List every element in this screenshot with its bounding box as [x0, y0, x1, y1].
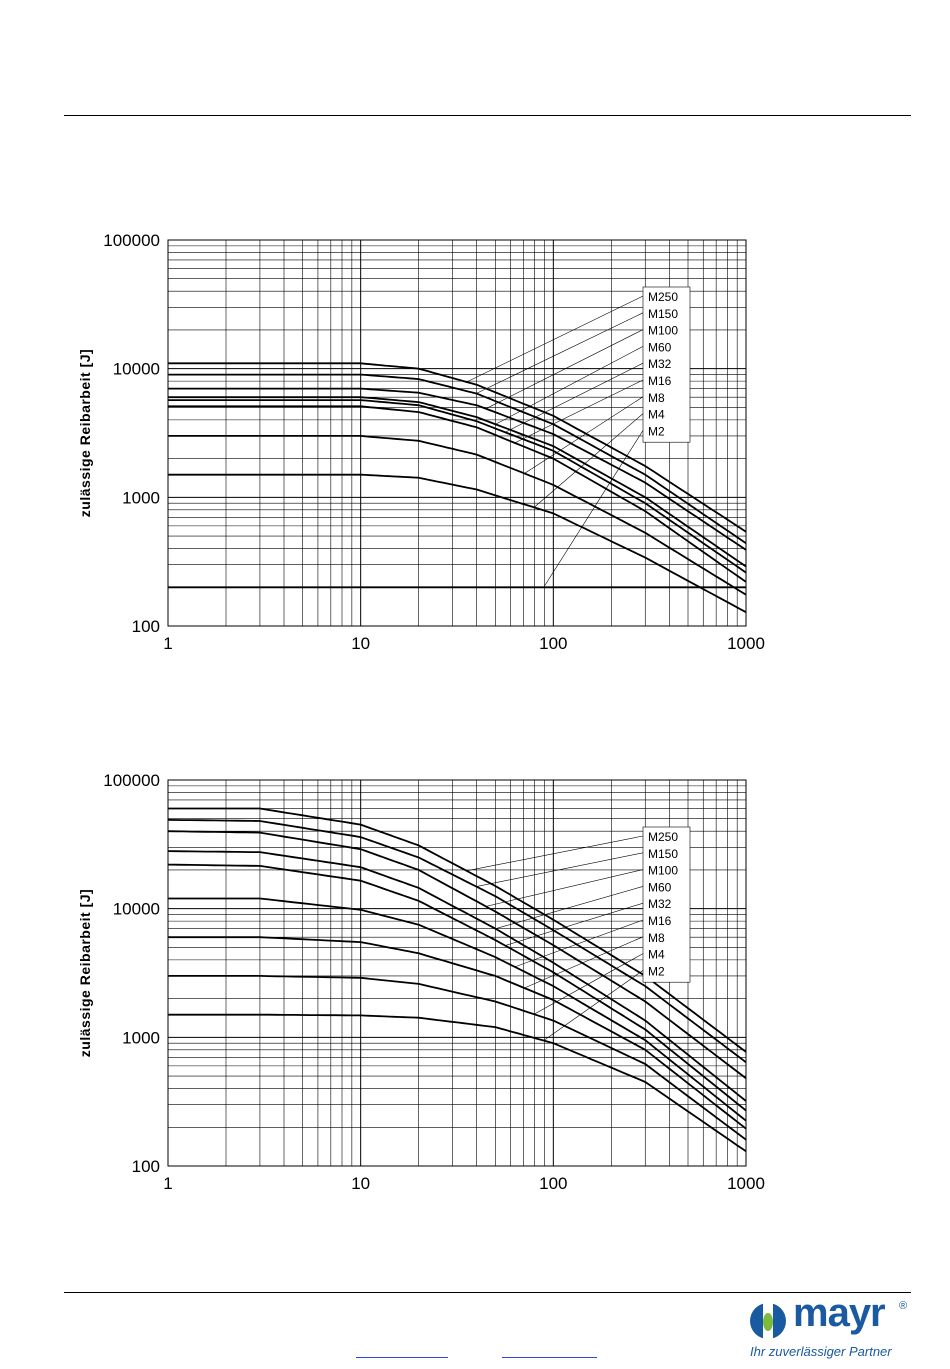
plot-frame [167, 779, 747, 1167]
series-line-m4 [168, 975, 747, 1141]
series-line-m32 [167, 863, 747, 1112]
legend-label-m16: M16 [648, 914, 672, 928]
legend-label-m32: M32 [648, 357, 672, 371]
x-tick-label: 10 [351, 1174, 370, 1193]
plot-frame [167, 239, 747, 627]
mayr-logo-icon [750, 1303, 786, 1339]
legend-leader [495, 886, 644, 930]
footer-link-1[interactable] [356, 1357, 448, 1358]
y-tick-label: 1000 [122, 488, 160, 507]
brand-name: mayr [793, 1291, 886, 1335]
legend-label-m250: M250 [648, 290, 678, 304]
y-tick-label: 100 [132, 1157, 160, 1176]
legend-label-m60: M60 [648, 880, 672, 894]
legend-label-m4: M4 [648, 948, 665, 962]
legend-label-m100: M100 [648, 324, 678, 338]
registered-mark: ® [899, 1300, 908, 1312]
legend-leader [505, 362, 644, 433]
series-line-m8 [168, 435, 747, 596]
chart-2: 1 10 100 1000 100 1000 10000 100000 zulässige Re… [0, 755, 950, 1225]
series-line-m16 [168, 405, 747, 583]
x-tick-label: 1000 [727, 1174, 765, 1193]
legend-label-m8: M8 [648, 391, 665, 405]
series-line-m2 [168, 1013, 747, 1153]
legend-box [642, 826, 691, 983]
x-tick-label: 1 [163, 634, 172, 653]
series-line-m250 [168, 362, 747, 533]
y-tick-label: 100000 [103, 231, 160, 250]
legend-label-m150: M150 [648, 307, 678, 321]
legend-leader [524, 396, 644, 474]
y-tick-label: 100000 [103, 771, 160, 790]
x-tick-label: 10 [351, 634, 370, 653]
legend-leader [543, 430, 644, 588]
legend-leader [466, 835, 644, 872]
legend-box [642, 286, 691, 443]
x-tick-label: 1 [163, 1174, 172, 1193]
legend-label-m16: M16 [648, 374, 672, 388]
series-line-m60 [167, 850, 747, 1102]
y-tick-label: 1000 [122, 1028, 160, 1047]
x-tick-label: 1000 [727, 634, 765, 653]
y-tick-label: 10000 [113, 360, 160, 379]
series-line-m32 [168, 399, 747, 574]
legend-leader [466, 295, 644, 383]
legend-label-m150: M150 [648, 847, 678, 861]
legend-label-m100: M100 [648, 864, 678, 878]
legend-leader [485, 329, 644, 409]
legend-label-m2: M2 [648, 424, 665, 438]
y-axis-label: zulässige Reibarbeit [J] [77, 889, 93, 1057]
legend-label-m2: M2 [648, 964, 665, 978]
y-tick-label: 100 [132, 617, 160, 636]
x-tick-label: 100 [539, 634, 567, 653]
legend-leader [476, 312, 644, 394]
legend-leader [514, 919, 644, 968]
legend-label-m250: M250 [648, 830, 678, 844]
legend-leader [533, 413, 644, 508]
series-line-m100 [167, 830, 747, 1080]
series-line-m60 [168, 396, 747, 568]
legend-leader [495, 346, 644, 425]
footer-link-2[interactable] [502, 1357, 597, 1358]
legend-leader [524, 936, 644, 989]
legend-leader [505, 902, 644, 946]
series-line-m150 [167, 819, 747, 1064]
legend-leader [476, 852, 644, 887]
series-line-m8 [168, 936, 747, 1130]
chart-2-svg: 1 10 100 1000 100 1000 10000 100000 zulässige Re… [77, 771, 765, 1193]
legend-label-m4: M4 [648, 408, 665, 422]
footer-rule [64, 1292, 911, 1293]
series-line-m100 [168, 387, 747, 551]
legend-leader [533, 953, 644, 1015]
y-tick-label: 10000 [113, 900, 160, 919]
legend-label-m32: M32 [648, 897, 672, 911]
y-axis-label: zulässige Reibarbeit [J] [77, 349, 93, 517]
series-line-m16 [168, 897, 747, 1122]
series-line-m250 [168, 807, 747, 1053]
legend-leader [543, 970, 644, 1041]
legend-label-m8: M8 [648, 931, 665, 945]
brand-tagline: Ihr zuverlässiger Partner [750, 1344, 892, 1359]
legend-label-m60: M60 [648, 340, 672, 354]
legend-leader [485, 869, 644, 907]
series-line-m4 [168, 473, 747, 613]
chart-1-svg: 1 10 100 1000 100 1000 10000 100000 zulässige Re… [77, 231, 765, 653]
mayr-logo[interactable]: mayr ® Ihr zuverlässiger Partner [748, 1291, 918, 1363]
header-rule [64, 115, 911, 116]
x-tick-label: 100 [539, 1174, 567, 1193]
legend-leader [514, 379, 644, 444]
chart-1: 1 10 100 1000 100 1000 10000 100000 zulässige Re… [0, 215, 950, 685]
